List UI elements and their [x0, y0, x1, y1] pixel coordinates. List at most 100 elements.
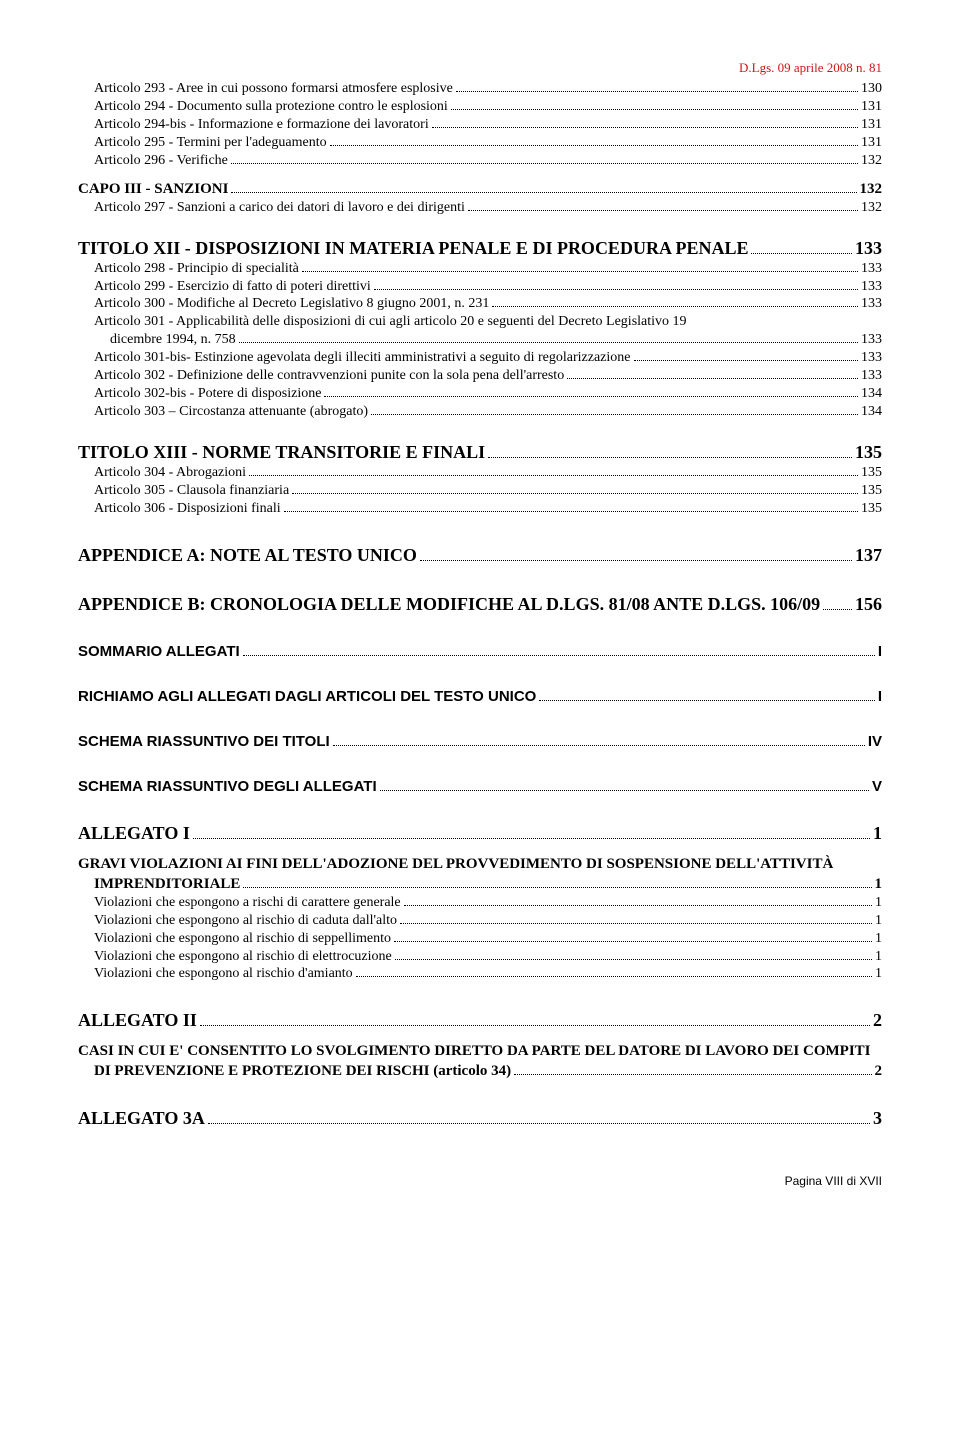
toc-entry: Articolo 293 - Aree in cui possono forma…: [78, 80, 882, 98]
toc-entry: ALLEGATO I1: [78, 822, 882, 845]
toc-leader-dots: [292, 493, 858, 494]
toc-entry: GRAVI VIOLAZIONI AI FINI DELL'ADOZIONE D…: [78, 855, 882, 874]
toc-leader-dots: [231, 163, 858, 164]
spacer: [78, 751, 882, 777]
toc-leader-dots: [371, 414, 858, 415]
page-footer: Pagina VIII di XVII: [78, 1174, 882, 1188]
toc-entry-page: 134: [861, 403, 882, 421]
toc-entry-label: TITOLO XIII - NORME TRANSITORIE E FINALI: [78, 441, 485, 464]
toc-entry: ALLEGATO II2: [78, 1009, 882, 1032]
toc-entry: DI PREVENZIONE E PROTEZIONE DEI RISCHI (…: [78, 1062, 882, 1081]
toc-entry-label: Articolo 306 - Disposizioni finali: [94, 500, 281, 518]
toc-entry-label: Articolo 296 - Verifiche: [94, 152, 228, 170]
spacer: [78, 983, 882, 1009]
toc-entry: Articolo 305 - Clausola finanziaria 135: [78, 482, 882, 500]
toc-entry-label: Articolo 295 - Termini per l'adeguamento: [94, 134, 327, 152]
toc-leader-dots: [751, 253, 852, 254]
toc-entry-label: Articolo 300 - Modifiche al Decreto Legi…: [94, 295, 489, 313]
table-of-contents: Articolo 293 - Aree in cui possono forma…: [78, 80, 882, 1130]
toc-entry-label: Articolo 301-bis- Estinzione agevolata d…: [94, 349, 631, 367]
spacer: [78, 661, 882, 687]
toc-entry-label: Violazioni che espongono al rischio di c…: [94, 912, 397, 930]
toc-leader-dots: [374, 289, 858, 290]
toc-entry-page: 133: [861, 349, 882, 367]
toc-entry-label: Articolo 302 - Definizione delle contrav…: [94, 367, 564, 385]
toc-entry-label: APPENDICE B: CRONOLOGIA DELLE MODIFICHE …: [78, 593, 820, 616]
toc-entry: Articolo 304 - Abrogazioni135: [78, 464, 882, 482]
toc-leader-dots: [239, 342, 858, 343]
toc-leader-dots: [302, 271, 858, 272]
toc-leader-dots: [324, 396, 858, 397]
toc-leader-dots: [456, 91, 858, 92]
toc-leader-dots: [514, 1074, 871, 1075]
toc-entry-label: RICHIAMO AGLI ALLEGATI DAGLI ARTICOLI DE…: [78, 687, 536, 706]
toc-leader-dots: [395, 959, 872, 960]
toc-entry-page: 156: [855, 593, 882, 616]
spacer: [78, 796, 882, 822]
spacer: [78, 170, 882, 180]
toc-entry: Articolo 295 - Termini per l'adeguamento…: [78, 134, 882, 152]
toc-entry: Articolo 303 – Circostanza attenuante (a…: [78, 403, 882, 421]
toc-entry-label: Articolo 293 - Aree in cui possono forma…: [94, 80, 453, 98]
toc-entry-label: TITOLO XII - DISPOSIZIONI IN MATERIA PEN…: [78, 237, 748, 260]
toc-entry-page: 1: [875, 912, 882, 930]
toc-entry: SCHEMA RIASSUNTIVO DEI TITOLIIV: [78, 732, 882, 751]
toc-entry-label: ALLEGATO I: [78, 822, 190, 845]
toc-entry-page: 133: [861, 331, 882, 349]
toc-entry-label: IMPRENDITORIALE: [94, 875, 240, 894]
toc-entry-label: Articolo 302-bis - Potere di disposizion…: [94, 385, 321, 403]
toc-entry: Violazioni che espongono al rischio d'am…: [78, 965, 882, 983]
toc-leader-dots: [249, 475, 858, 476]
toc-entry-page: 132: [861, 199, 882, 217]
toc-entry-page: 2: [873, 1009, 882, 1032]
toc-entry-label: Articolo 305 - Clausola finanziaria: [94, 482, 289, 500]
document-page: D.Lgs. 09 aprile 2008 n. 81 Articolo 293…: [0, 0, 960, 1228]
toc-entry-page: 1: [875, 894, 882, 912]
toc-entry-page: I: [878, 642, 882, 661]
toc-entry-label: DI PREVENZIONE E PROTEZIONE DEI RISCHI (…: [94, 1062, 511, 1081]
toc-leader-dots: [634, 360, 859, 361]
toc-entry-label: Articolo 294 - Documento sulla protezion…: [94, 98, 448, 116]
toc-entry-label: Articolo 294-bis - Informazione e formaz…: [94, 116, 429, 134]
toc-entry-page: 132: [861, 152, 882, 170]
toc-entry: Articolo 297 - Sanzioni a carico dei dat…: [78, 199, 882, 217]
toc-entry-label: Articolo 298 - Principio di specialità: [94, 260, 299, 278]
toc-leader-dots: [243, 887, 871, 888]
toc-leader-dots: [420, 560, 852, 561]
toc-leader-dots: [492, 306, 858, 307]
toc-entry: RICHIAMO AGLI ALLEGATI DAGLI ARTICOLI DE…: [78, 687, 882, 706]
header-reference: D.Lgs. 09 aprile 2008 n. 81: [78, 60, 882, 76]
toc-entry-page: 134: [861, 385, 882, 403]
toc-entry: Articolo 299 - Esercizio di fatto di pot…: [78, 278, 882, 296]
toc-entry-page: 135: [861, 464, 882, 482]
toc-leader-dots: [432, 127, 858, 128]
toc-entry-label: SCHEMA RIASSUNTIVO DEI TITOLI: [78, 732, 330, 751]
toc-leader-dots: [404, 905, 872, 906]
toc-entry: Articolo 294-bis - Informazione e formaz…: [78, 116, 882, 134]
toc-entry-page: 135: [861, 482, 882, 500]
toc-entry-page: 131: [861, 116, 882, 134]
toc-entry-label: SOMMARIO ALLEGATI: [78, 642, 240, 661]
toc-entry-label: Violazioni che espongono al rischio di e…: [94, 948, 392, 966]
toc-entry-page: 1: [875, 930, 882, 948]
toc-leader-dots: [200, 1025, 870, 1026]
toc-entry: Articolo 298 - Principio di specialità 13…: [78, 260, 882, 278]
toc-entry-label: Violazioni che espongono al rischio d'am…: [94, 965, 353, 983]
toc-entry-label: Articolo 303 – Circostanza attenuante (a…: [94, 403, 368, 421]
toc-leader-dots: [231, 192, 856, 193]
toc-entry-page: I: [878, 687, 882, 706]
toc-entry: Articolo 296 - Verifiche 132: [78, 152, 882, 170]
toc-entry-label: APPENDICE A: NOTE AL TESTO UNICO: [78, 544, 417, 567]
toc-entry: Violazioni che espongono al rischio di e…: [78, 948, 882, 966]
toc-entry: ALLEGATO 3A3: [78, 1107, 882, 1130]
toc-leader-dots: [451, 109, 858, 110]
toc-entry-page: 133: [861, 295, 882, 313]
spacer: [78, 1032, 882, 1042]
toc-leader-dots: [356, 976, 872, 977]
toc-entry: SCHEMA RIASSUNTIVO DEGLI ALLEGATIV: [78, 777, 882, 796]
toc-entry: Articolo 294 - Documento sulla protezion…: [78, 98, 882, 116]
toc-entry: Articolo 301-bis- Estinzione agevolata d…: [78, 349, 882, 367]
toc-entry-page: 133: [861, 367, 882, 385]
toc-entry-page: 133: [861, 260, 882, 278]
toc-entry-page: 135: [861, 500, 882, 518]
